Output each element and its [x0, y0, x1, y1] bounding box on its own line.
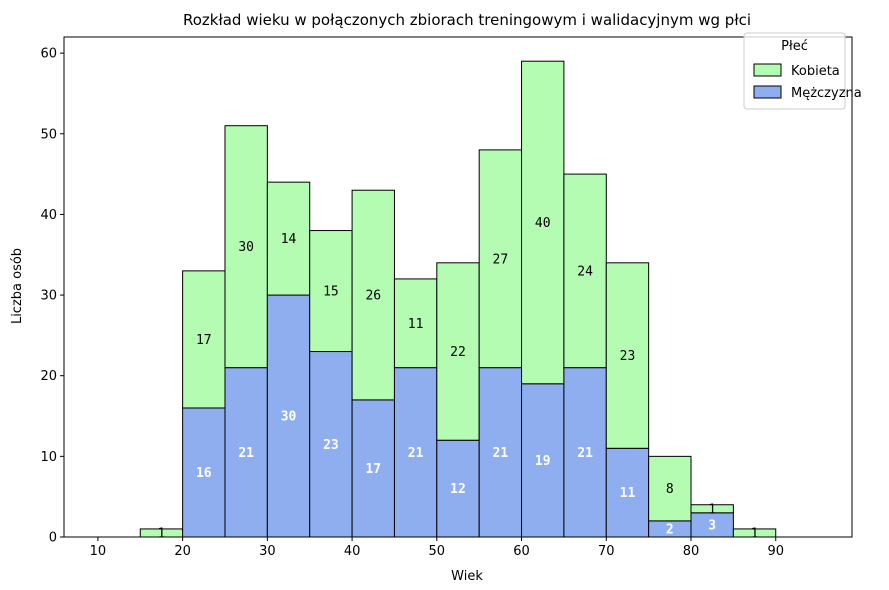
bar-label-male: 21: [408, 446, 424, 461]
bar-label-female: 22: [450, 345, 466, 360]
x-tick-label: 70: [598, 544, 615, 559]
bar-female: [478, 149, 523, 369]
bar-male: [521, 383, 565, 538]
chart-title: Rozkład wieku w połączonych zbiorach tre…: [183, 11, 751, 29]
x-tick-label: 40: [344, 544, 361, 559]
bar-female: [690, 504, 734, 514]
bar-label-female: 8: [666, 482, 674, 497]
bar-label-male: 2: [666, 522, 674, 537]
y-tick-label: 60: [40, 47, 57, 62]
bar-male: [266, 294, 311, 538]
bar-label-male: 17: [365, 462, 381, 477]
x-tick-label: 90: [767, 544, 784, 559]
x-tick-label: 50: [429, 544, 446, 559]
x-tick-label: 80: [683, 544, 700, 559]
bar-label-male: 12: [450, 482, 466, 497]
bar-female: [732, 528, 777, 538]
bar-label-male: 30: [281, 410, 297, 425]
bar-label-female: 11: [408, 317, 424, 332]
bar-label-male: 23: [323, 438, 339, 453]
bar-female: [436, 262, 480, 441]
bar-label-female: 1: [751, 526, 759, 541]
bar-female: [563, 173, 607, 369]
bar-female: [521, 60, 565, 385]
bar-female: [605, 262, 650, 449]
bar-label-male: 21: [238, 446, 254, 461]
x-tick-label: 60: [513, 544, 530, 559]
bar-label-male: 11: [620, 486, 636, 501]
bar-label-female: 30: [238, 240, 254, 255]
bar-female: [224, 125, 268, 369]
y-tick-label: 20: [40, 369, 57, 384]
legend-entry: Mężczyzna: [791, 86, 862, 101]
bar-label-female: 15: [323, 285, 339, 300]
bar-female: [266, 181, 311, 296]
x-tick-label: 10: [90, 544, 107, 559]
bar-male: [478, 367, 523, 538]
bar-male: [605, 447, 650, 538]
bar-male: [351, 399, 395, 538]
x-axis-label: Wiek: [451, 569, 483, 584]
bar-label-male: 21: [493, 446, 509, 461]
bar-female: [648, 455, 692, 522]
bar-label-female: 23: [620, 349, 636, 364]
bar-female: [309, 230, 353, 353]
y-tick-label: 10: [40, 450, 57, 465]
legend-title: Płeć: [781, 39, 808, 54]
bar-label-female: 17: [196, 333, 212, 348]
bar-male: [690, 512, 734, 538]
bar-label-female: 27: [493, 252, 509, 267]
legend-swatch: [753, 63, 782, 77]
y-tick-label: 40: [40, 208, 57, 223]
bar-label-male: 19: [535, 454, 551, 469]
x-tick-label: 20: [174, 544, 191, 559]
y-tick-label: 50: [40, 127, 57, 142]
bar-label-female: 1: [708, 502, 716, 517]
y-axis-label: Liczba osób: [10, 248, 25, 324]
legend-swatch: [753, 85, 782, 99]
bar-female: [351, 189, 395, 401]
bar-label-female: 14: [281, 232, 297, 247]
bar-label-male: 16: [196, 466, 212, 481]
bar-label-female: 26: [365, 289, 381, 304]
y-tick-label: 0: [49, 531, 57, 546]
bar-female: [393, 278, 438, 369]
y-tick-label: 30: [40, 289, 57, 304]
bar-label-male: 3: [708, 518, 716, 533]
bar-label-female: 1: [158, 526, 166, 541]
legend-entry: Kobieta: [791, 64, 840, 79]
bar-label-female: 24: [577, 264, 593, 279]
bar-label-male: 21: [577, 446, 593, 461]
x-tick-label: 30: [259, 544, 276, 559]
bar-label-female: 40: [535, 216, 551, 231]
legend: Płeć Kobieta Mężczyzna: [743, 32, 862, 110]
